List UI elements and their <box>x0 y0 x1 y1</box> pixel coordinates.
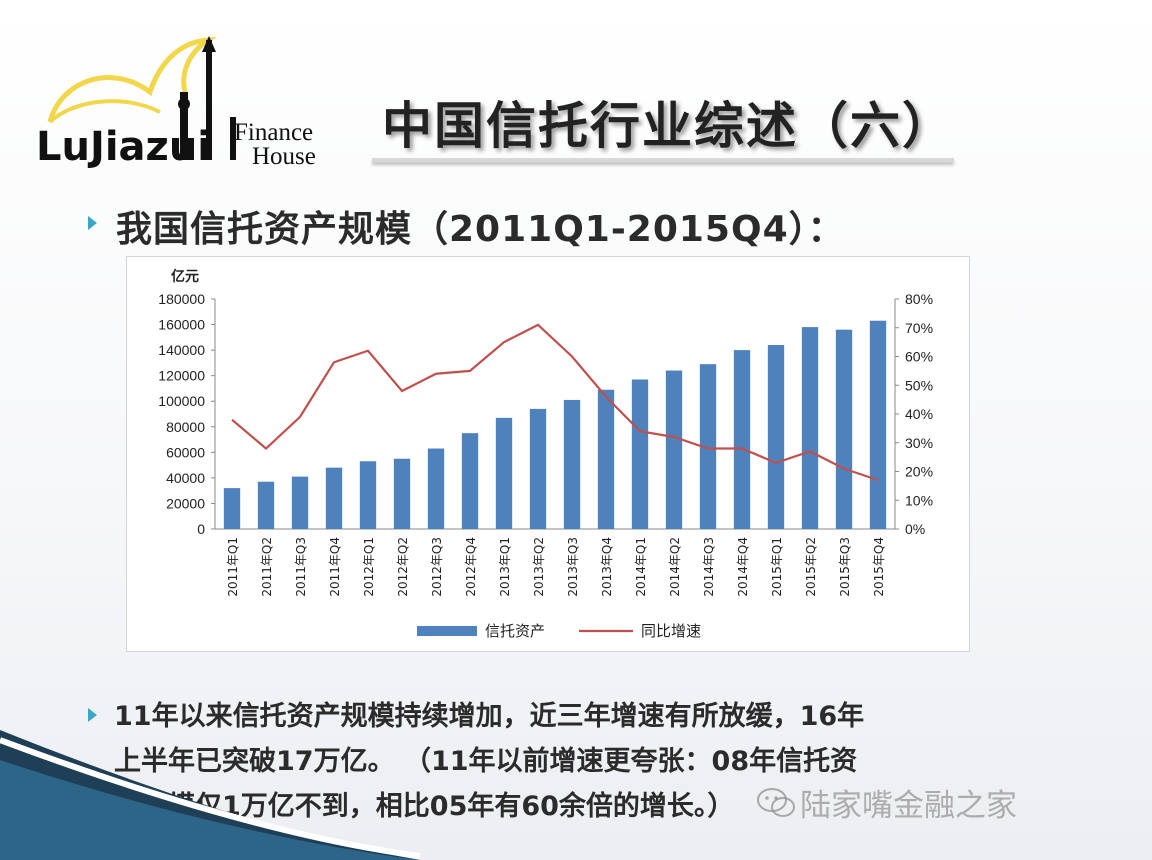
bar <box>597 389 615 529</box>
bar <box>257 481 275 529</box>
section-heading: 我国信托资产规模（2011Q1-2015Q4）： <box>116 209 845 250</box>
bar <box>529 408 547 529</box>
legend-label-bars: 信托资产 <box>485 622 545 640</box>
title-divider <box>372 158 954 162</box>
left-tick-label: 100000 <box>158 393 205 409</box>
category-label: 2015年Q3 <box>838 537 852 597</box>
lujiazui-finance-house-logo: LuJiazui Finance House <box>36 36 316 170</box>
bar <box>835 329 853 529</box>
right-tick-label: 40% <box>905 406 933 422</box>
right-tick-label: 0% <box>905 521 925 537</box>
bullet-marker <box>88 708 97 722</box>
watermark-text: 陆家嘴金融之家 <box>800 788 1017 824</box>
left-tick-label: 120000 <box>158 368 205 384</box>
category-label: 2015年Q2 <box>804 537 818 597</box>
right-tick-label: 30% <box>905 435 933 451</box>
body-line-1: 11年以来信托资产规模持续增加，近三年增速有所放缓，16年 <box>114 701 865 732</box>
legend-swatch-bars <box>417 626 477 636</box>
bar <box>495 417 513 529</box>
bar <box>869 320 887 529</box>
bar <box>393 458 411 529</box>
bullet-marker <box>88 216 97 230</box>
category-label: 2012年Q1 <box>362 537 376 597</box>
logo-swoosh <box>47 36 218 123</box>
bar <box>733 350 751 529</box>
logo-line1: Finance <box>234 119 313 146</box>
combo-chart: 0 20000 40000 60000 80000 100000 120000 140000 1… <box>158 268 933 640</box>
category-label: 2012年Q4 <box>464 537 478 597</box>
right-tick-label: 80% <box>905 291 933 307</box>
right-tick-label: 10% <box>905 492 933 508</box>
logo-line2: House <box>252 143 316 170</box>
category-label: 2011年Q1 <box>226 537 240 597</box>
bar <box>427 448 445 529</box>
right-tick-label: 60% <box>905 349 933 365</box>
growth-line <box>231 323 879 482</box>
right-tick-label: 70% <box>905 320 933 336</box>
left-tick-label: 160000 <box>158 317 205 333</box>
bar <box>801 327 819 529</box>
category-label: 2011年Q4 <box>328 537 342 597</box>
category-label: 2014年Q1 <box>634 537 648 597</box>
category-label: 2012年Q2 <box>396 537 410 597</box>
logo-wordmark: LuJiazui <box>36 124 211 170</box>
category-label: 2011年Q2 <box>260 537 274 597</box>
category-label: 2015年Q4 <box>872 537 886 597</box>
bar <box>699 364 717 529</box>
left-tick-label: 80000 <box>166 419 205 435</box>
left-tick-label: 140000 <box>158 342 205 358</box>
left-axis-unit: 亿元 <box>171 268 199 285</box>
bar <box>665 370 683 529</box>
bar <box>767 345 785 529</box>
left-tick-label: 20000 <box>166 495 205 511</box>
category-label: 2013年Q2 <box>532 537 546 597</box>
bar <box>359 461 377 529</box>
category-label: 2012年Q3 <box>430 537 444 597</box>
category-label: 2013年Q1 <box>498 537 512 597</box>
left-tick-label: 40000 <box>166 470 205 486</box>
decorative-wave <box>0 730 420 860</box>
bar <box>291 476 309 529</box>
category-label: 2011年Q3 <box>294 537 308 597</box>
bar <box>563 399 581 529</box>
right-tick-label: 50% <box>905 377 933 393</box>
body-line-2: 上半年已突破17万亿。 （11年以前增速更夸张：08年信托资 <box>114 746 858 777</box>
left-tick-label: 180000 <box>158 291 205 307</box>
body-paragraph: 11年以来信托资产规模持续增加，近三年增速有所放缓，16年 上半年已突破17万亿… <box>114 694 1104 829</box>
legend-label-line: 同比增速 <box>641 622 701 640</box>
bar <box>223 488 241 529</box>
right-tick-label: 20% <box>905 464 933 480</box>
slide-title: 中国信托行业综述（六） <box>382 97 954 155</box>
category-label: 2014年Q2 <box>668 537 682 597</box>
chart-container: 0 20000 40000 60000 80000 100000 120000 140000 1… <box>126 256 970 652</box>
left-tick-label: 0 <box>197 521 205 537</box>
category-label: 2014年Q4 <box>736 537 750 597</box>
bar <box>631 379 649 529</box>
category-label: 2013年Q4 <box>600 537 614 597</box>
category-label: 2015年Q1 <box>770 537 784 597</box>
wechat-icon <box>757 788 795 817</box>
left-tick-label: 60000 <box>166 444 205 460</box>
category-label: 2014年Q3 <box>702 537 716 597</box>
bar <box>325 467 343 529</box>
bar <box>461 433 479 529</box>
category-label: 2013年Q3 <box>566 537 580 597</box>
